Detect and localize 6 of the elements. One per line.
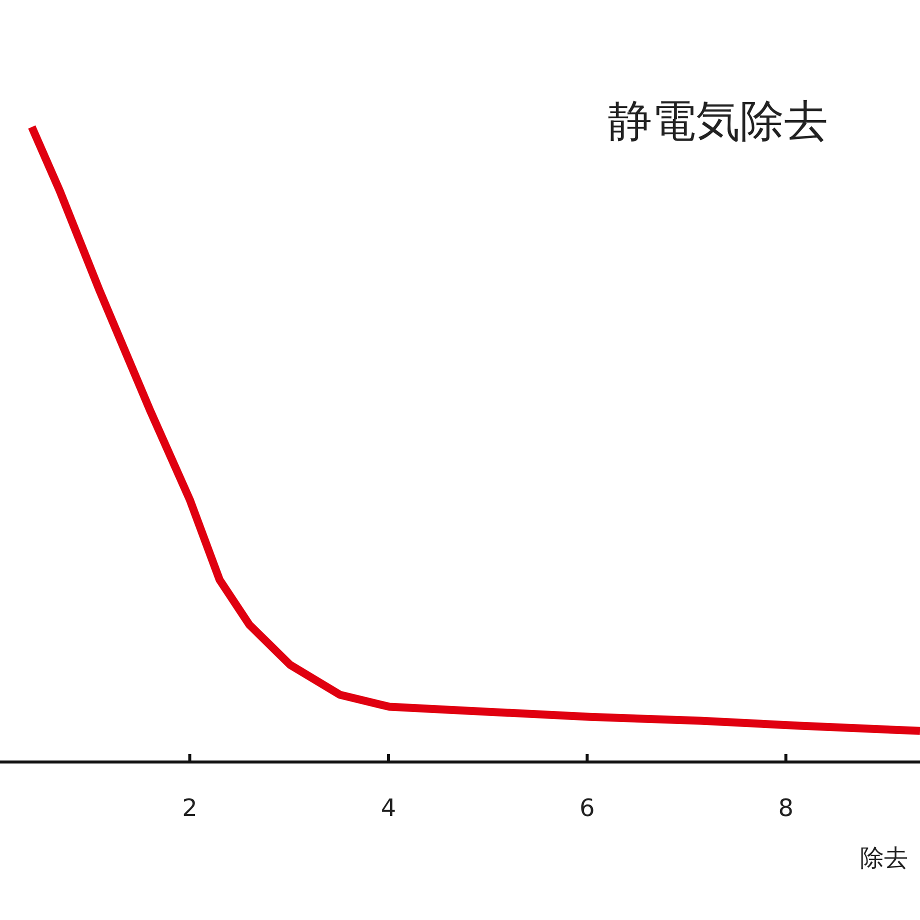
x-tick-label: 2 bbox=[182, 794, 198, 822]
x-axis-title: 除去 bbox=[860, 844, 908, 872]
x-tick-label: 6 bbox=[580, 794, 595, 822]
chart-title: 静電気除去 bbox=[608, 96, 828, 147]
x-tick-label: 8 bbox=[778, 794, 794, 822]
x-tick-label: 4 bbox=[380, 794, 396, 822]
